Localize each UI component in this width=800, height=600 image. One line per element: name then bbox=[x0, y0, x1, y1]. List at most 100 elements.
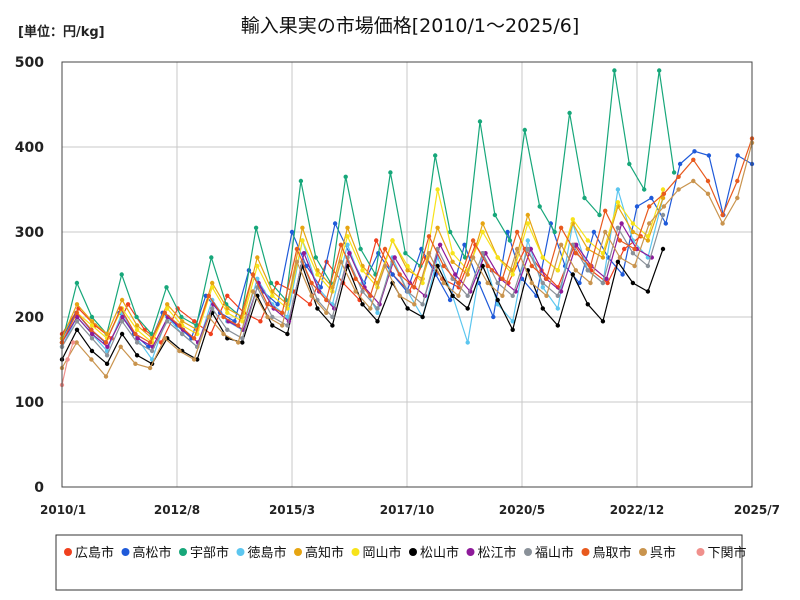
data-point bbox=[630, 280, 636, 286]
series-line bbox=[61, 138, 753, 344]
data-point bbox=[525, 212, 530, 218]
data-point bbox=[622, 246, 627, 252]
data-point bbox=[691, 157, 696, 162]
data-point bbox=[480, 263, 485, 269]
data-point bbox=[676, 174, 681, 179]
series-line bbox=[61, 142, 753, 378]
legend-label: 下関市 bbox=[708, 545, 747, 561]
data-point bbox=[180, 331, 185, 337]
data-point bbox=[485, 263, 490, 269]
data-point bbox=[735, 178, 740, 184]
data-point bbox=[405, 306, 410, 311]
data-point bbox=[104, 361, 110, 366]
legend-marker bbox=[696, 548, 705, 556]
data-point bbox=[250, 289, 256, 294]
data-point bbox=[149, 331, 154, 337]
data-point bbox=[448, 229, 453, 235]
data-point bbox=[663, 221, 668, 226]
data-point bbox=[540, 255, 545, 260]
data-point bbox=[74, 340, 79, 345]
data-point bbox=[632, 263, 637, 269]
data-point bbox=[507, 238, 513, 243]
data-point bbox=[585, 302, 590, 307]
data-point bbox=[720, 221, 725, 226]
data-point bbox=[149, 348, 155, 354]
data-point bbox=[435, 246, 440, 252]
data-point bbox=[135, 336, 140, 341]
data-point bbox=[495, 297, 500, 303]
data-point bbox=[600, 280, 606, 286]
data-point bbox=[300, 225, 305, 230]
data-point bbox=[368, 306, 373, 311]
data-point bbox=[195, 357, 200, 362]
data-point bbox=[382, 263, 388, 269]
data-point bbox=[525, 221, 530, 226]
data-point bbox=[470, 255, 476, 260]
data-point bbox=[510, 272, 515, 277]
y-axis-ticks: 0 100 200 300 400 500 bbox=[15, 55, 44, 496]
data-point bbox=[343, 174, 348, 179]
data-point bbox=[537, 204, 542, 209]
data-point bbox=[525, 246, 530, 252]
data-point bbox=[382, 246, 388, 252]
data-point bbox=[426, 251, 432, 256]
data-point bbox=[540, 306, 545, 311]
data-point bbox=[134, 327, 140, 332]
data-point bbox=[555, 306, 560, 311]
data-point bbox=[441, 263, 446, 269]
data-point bbox=[480, 229, 485, 235]
data-point bbox=[353, 276, 358, 281]
x-tick-label: 2022/12 bbox=[610, 503, 664, 517]
data-point bbox=[505, 229, 510, 235]
data-point bbox=[500, 293, 505, 298]
data-point bbox=[255, 263, 260, 269]
data-point bbox=[268, 280, 274, 286]
data-point bbox=[735, 153, 740, 158]
data-point bbox=[70, 340, 76, 345]
data-point bbox=[390, 272, 395, 277]
data-point bbox=[307, 302, 313, 307]
data-point bbox=[597, 212, 602, 218]
data-point bbox=[630, 229, 636, 235]
data-point bbox=[433, 153, 438, 158]
data-point bbox=[345, 242, 350, 247]
legend-marker bbox=[409, 548, 417, 556]
data-point bbox=[134, 340, 140, 345]
data-point bbox=[397, 293, 402, 298]
data-point bbox=[179, 314, 184, 320]
data-point bbox=[647, 204, 652, 209]
data-point bbox=[313, 255, 318, 260]
data-point bbox=[420, 314, 425, 320]
data-point bbox=[89, 319, 95, 324]
data-point bbox=[480, 221, 485, 226]
data-point bbox=[164, 285, 169, 290]
data-point bbox=[585, 238, 590, 243]
data-point bbox=[677, 161, 683, 167]
data-point bbox=[555, 293, 560, 298]
data-point bbox=[250, 272, 256, 277]
data-point bbox=[221, 331, 226, 337]
data-point bbox=[118, 306, 123, 311]
data-point bbox=[660, 246, 666, 252]
data-point bbox=[360, 268, 365, 273]
legend-marker bbox=[351, 548, 360, 556]
legend-item: 下関市 bbox=[696, 545, 747, 561]
legend-item: 高知市 bbox=[294, 545, 344, 561]
data-point bbox=[661, 191, 667, 196]
data-point bbox=[120, 314, 125, 320]
x-tick-label: 2012/8 bbox=[154, 503, 200, 517]
data-point bbox=[301, 251, 307, 256]
data-point bbox=[619, 221, 624, 226]
data-point bbox=[118, 344, 123, 349]
data-point bbox=[630, 221, 636, 226]
data-point bbox=[574, 242, 579, 247]
data-point bbox=[420, 302, 425, 307]
y-tick-label: 0 bbox=[34, 480, 44, 496]
legend-item: 呉市 bbox=[639, 545, 676, 561]
data-point bbox=[119, 331, 125, 337]
data-point bbox=[661, 204, 667, 209]
data-point bbox=[300, 238, 305, 243]
legend-item: 徳島市 bbox=[236, 545, 287, 561]
data-point bbox=[225, 310, 230, 315]
data-point bbox=[615, 259, 621, 264]
